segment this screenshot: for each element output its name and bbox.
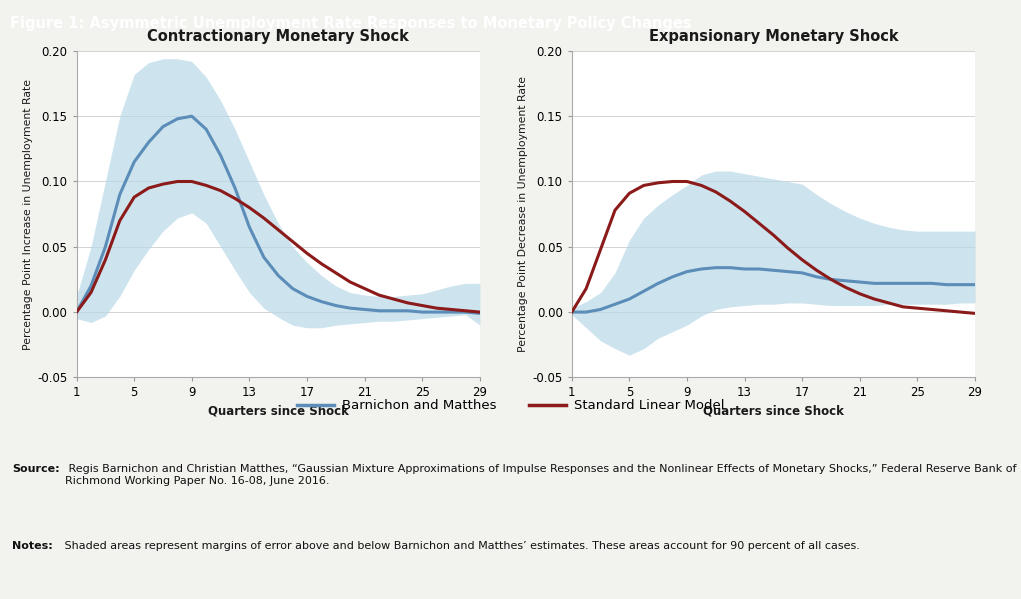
Y-axis label: Percentage Point Decrease in Unemployment Rate: Percentage Point Decrease in Unemploymen… (519, 76, 528, 352)
Text: Notes:: Notes: (12, 541, 53, 551)
X-axis label: Quarters since Shock: Quarters since Shock (208, 405, 348, 418)
Text: Shaded areas represent margins of error above and below Barnichon and Matthes’ e: Shaded areas represent margins of error … (61, 541, 860, 551)
Text: Source:: Source: (12, 464, 60, 474)
Legend: Barnichon and Matthes, Standard Linear Model: Barnichon and Matthes, Standard Linear M… (291, 394, 730, 418)
Text: Figure 1: Asymmetric Unemployment Rate Responses to Monetary Policy Changes: Figure 1: Asymmetric Unemployment Rate R… (10, 16, 692, 31)
Text: Regis Barnichon and Christian Matthes, “Gaussian Mixture Approximations of Impul: Regis Barnichon and Christian Matthes, “… (65, 464, 1017, 486)
X-axis label: Quarters since Shock: Quarters since Shock (703, 405, 843, 418)
Y-axis label: Percentage Point Increase in Unemployment Rate: Percentage Point Increase in Unemploymen… (23, 78, 33, 350)
Title: Contractionary Monetary Shock: Contractionary Monetary Shock (147, 29, 409, 44)
Title: Expansionary Monetary Shock: Expansionary Monetary Shock (648, 29, 898, 44)
